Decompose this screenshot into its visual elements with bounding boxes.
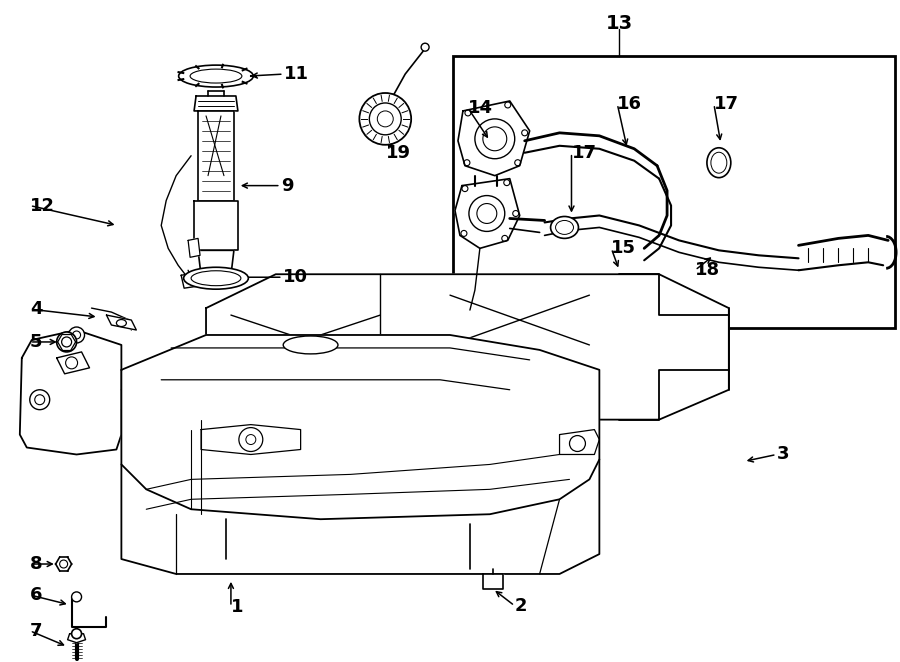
Ellipse shape bbox=[184, 267, 248, 289]
Polygon shape bbox=[455, 179, 519, 248]
Ellipse shape bbox=[551, 216, 579, 238]
Circle shape bbox=[72, 629, 82, 639]
Text: 8: 8 bbox=[30, 555, 42, 573]
Polygon shape bbox=[198, 250, 234, 275]
Polygon shape bbox=[181, 272, 204, 288]
Circle shape bbox=[72, 592, 82, 602]
Polygon shape bbox=[106, 315, 136, 330]
Polygon shape bbox=[57, 352, 89, 374]
Text: 19: 19 bbox=[386, 144, 410, 162]
Circle shape bbox=[30, 390, 50, 410]
Ellipse shape bbox=[116, 320, 126, 326]
Text: 2: 2 bbox=[515, 597, 527, 615]
Text: 15: 15 bbox=[611, 240, 636, 258]
Text: 12: 12 bbox=[30, 197, 55, 214]
Circle shape bbox=[359, 93, 411, 145]
Text: 11: 11 bbox=[284, 65, 309, 83]
Ellipse shape bbox=[706, 148, 731, 177]
Polygon shape bbox=[198, 111, 234, 201]
Polygon shape bbox=[68, 634, 86, 643]
Text: 17: 17 bbox=[572, 144, 597, 162]
Circle shape bbox=[68, 327, 85, 343]
Ellipse shape bbox=[284, 336, 338, 354]
Text: 17: 17 bbox=[714, 95, 739, 113]
Text: 7: 7 bbox=[30, 622, 42, 639]
Polygon shape bbox=[194, 96, 238, 111]
Text: 3: 3 bbox=[777, 446, 789, 463]
Text: 16: 16 bbox=[617, 95, 643, 113]
Text: 6: 6 bbox=[30, 586, 42, 604]
Ellipse shape bbox=[178, 65, 253, 87]
Text: 10: 10 bbox=[283, 268, 308, 286]
Text: 18: 18 bbox=[695, 261, 720, 279]
Bar bbox=[453, 56, 896, 328]
Circle shape bbox=[469, 195, 505, 232]
Polygon shape bbox=[20, 330, 122, 455]
Circle shape bbox=[475, 119, 515, 159]
Circle shape bbox=[61, 337, 72, 347]
Polygon shape bbox=[483, 574, 503, 589]
Polygon shape bbox=[458, 101, 530, 175]
Circle shape bbox=[57, 332, 76, 352]
Text: 1: 1 bbox=[231, 598, 243, 616]
Text: 14: 14 bbox=[468, 99, 493, 117]
Text: 9: 9 bbox=[281, 177, 293, 195]
Polygon shape bbox=[194, 201, 238, 250]
Polygon shape bbox=[206, 274, 729, 420]
Polygon shape bbox=[188, 238, 200, 258]
Text: 13: 13 bbox=[606, 14, 633, 33]
Polygon shape bbox=[122, 335, 599, 519]
Text: 4: 4 bbox=[30, 300, 42, 318]
Text: 5: 5 bbox=[30, 333, 42, 351]
